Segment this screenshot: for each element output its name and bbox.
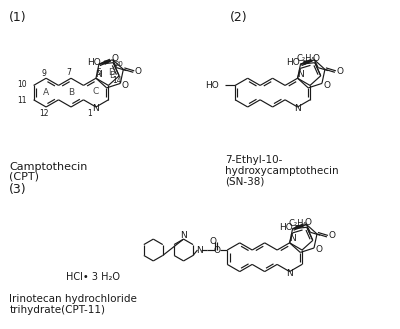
Text: O: O: [214, 245, 221, 255]
Text: N: N: [180, 231, 187, 240]
Text: A: A: [43, 88, 49, 97]
Text: (3): (3): [9, 183, 27, 196]
Text: O: O: [122, 81, 129, 90]
Text: B: B: [68, 88, 74, 97]
Text: N: N: [297, 70, 304, 79]
Text: 1: 1: [88, 110, 92, 118]
Text: O: O: [328, 231, 335, 240]
Text: 10: 10: [17, 80, 27, 89]
Text: hydroxycamptothecin: hydroxycamptothecin: [225, 166, 338, 176]
Text: O: O: [111, 54, 118, 63]
Text: O: O: [324, 81, 330, 90]
Polygon shape: [296, 225, 304, 229]
Polygon shape: [104, 61, 111, 64]
Text: O: O: [210, 237, 217, 245]
Text: C₂H₅: C₂H₅: [288, 218, 307, 227]
Text: 20: 20: [115, 61, 124, 67]
Text: C₂H₅: C₂H₅: [296, 54, 315, 63]
Text: E: E: [109, 71, 114, 80]
Text: N: N: [96, 70, 102, 79]
Text: 7-Ethyl-10-: 7-Ethyl-10-: [225, 155, 282, 165]
Text: N: N: [294, 105, 301, 114]
Text: C: C: [93, 87, 99, 96]
Polygon shape: [304, 61, 312, 64]
Text: Irinotecan hydrochloride: Irinotecan hydrochloride: [9, 294, 137, 304]
Text: O: O: [336, 67, 343, 76]
Text: HO: HO: [206, 81, 219, 90]
Text: (CPT): (CPT): [9, 172, 39, 182]
Text: (1): (1): [9, 11, 27, 24]
Text: O: O: [135, 67, 142, 76]
Text: Camptothecin: Camptothecin: [9, 162, 88, 172]
Text: 14: 14: [112, 76, 122, 85]
Text: 5: 5: [96, 68, 101, 77]
Text: 11: 11: [17, 96, 27, 105]
Text: HO: HO: [286, 58, 300, 67]
Text: (SN-38): (SN-38): [225, 177, 264, 187]
Text: N: N: [196, 245, 203, 255]
Text: HO: HO: [87, 58, 101, 67]
Text: O: O: [316, 245, 322, 255]
Text: D: D: [108, 68, 114, 77]
Text: N: N: [286, 269, 293, 278]
Text: O: O: [313, 54, 320, 63]
Text: 7: 7: [66, 68, 72, 77]
Text: (2): (2): [230, 11, 248, 24]
Text: trihydrate(CPT-11): trihydrate(CPT-11): [9, 305, 105, 315]
Text: HO: HO: [279, 223, 292, 232]
Text: O: O: [305, 218, 312, 227]
Text: N: N: [92, 105, 99, 114]
Text: HCl• 3 H₂O: HCl• 3 H₂O: [66, 272, 120, 282]
Text: 12: 12: [39, 110, 49, 118]
Text: N: N: [289, 234, 296, 243]
Text: 9: 9: [42, 69, 46, 78]
